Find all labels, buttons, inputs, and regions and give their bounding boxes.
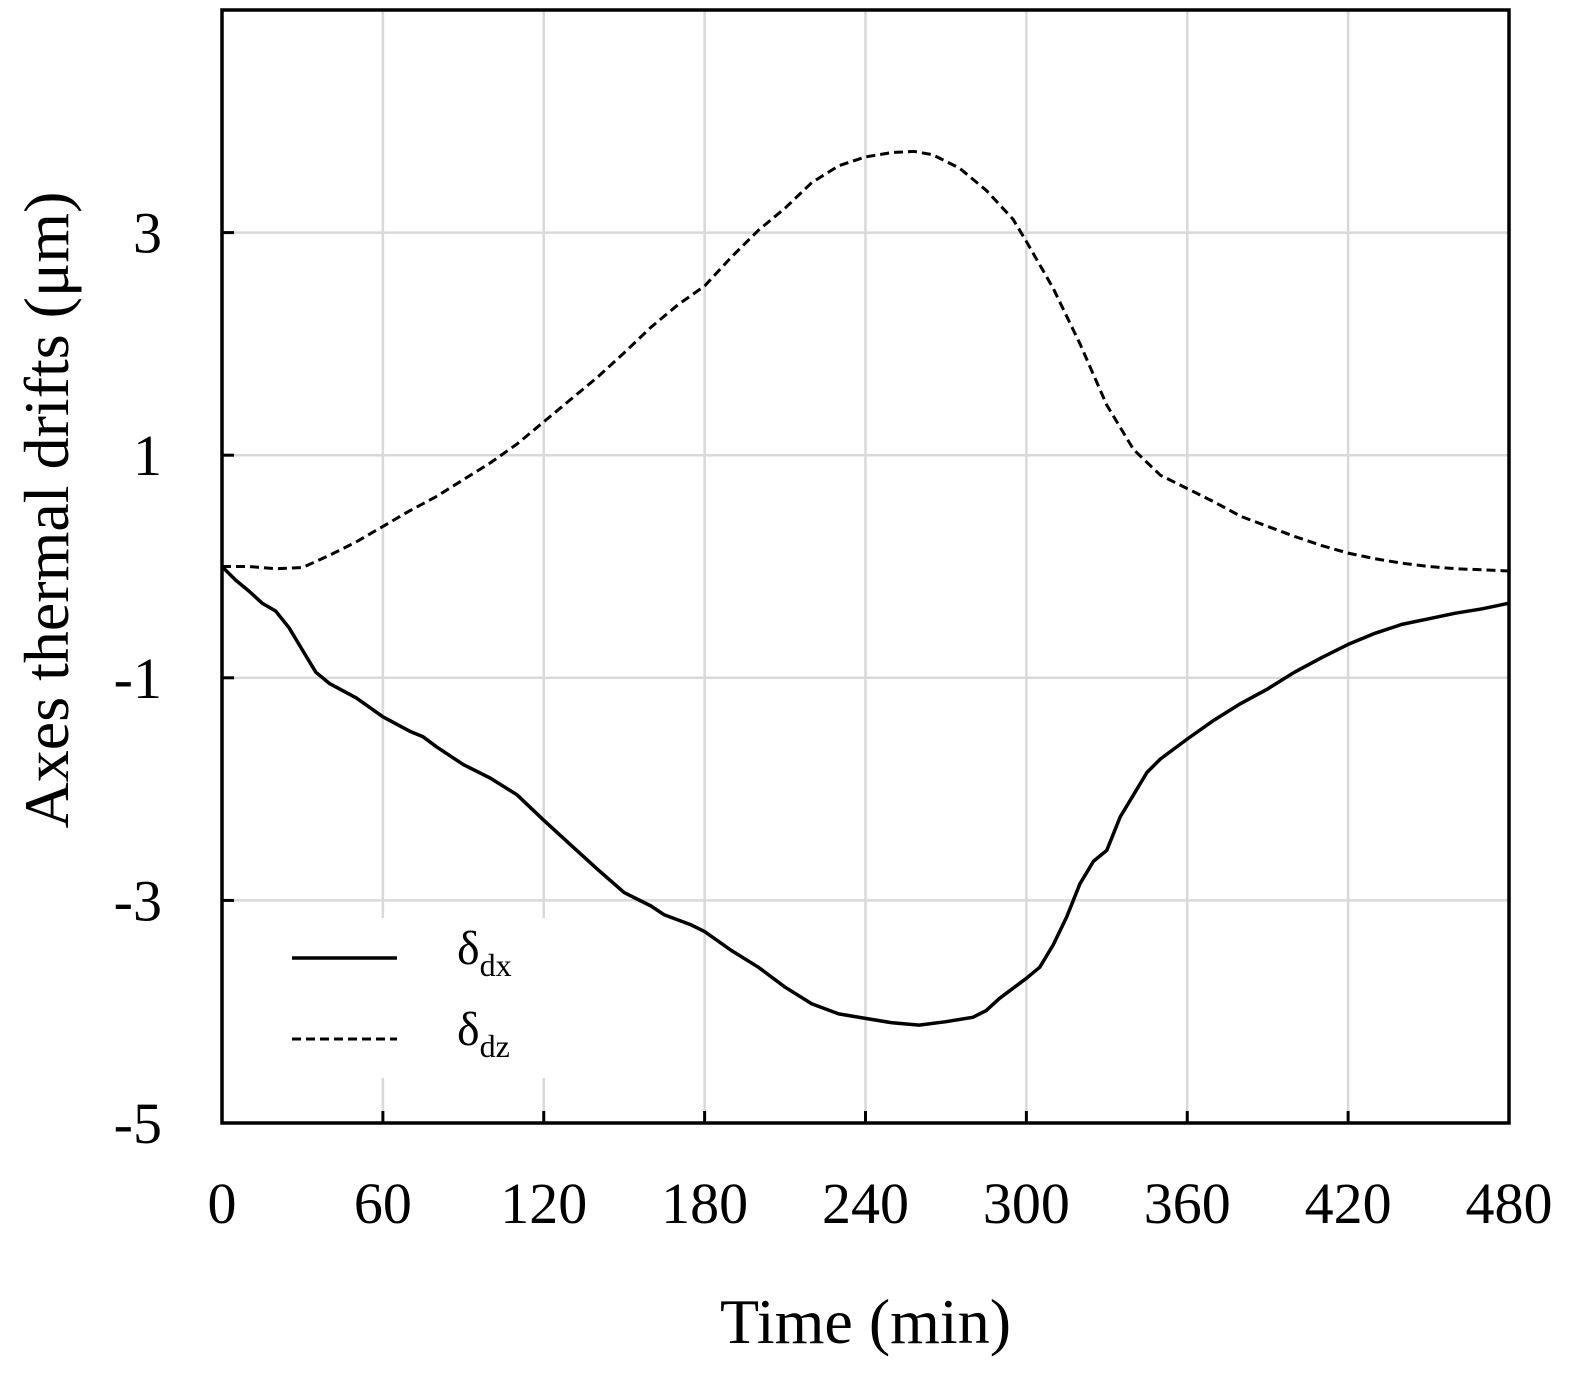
legend-background [262, 918, 562, 1078]
y-tick-label: -1 [114, 646, 162, 711]
x-tick-label: 0 [208, 1171, 237, 1236]
legend-subscript-dx: dx [480, 947, 512, 983]
x-tick-label: 60 [354, 1171, 412, 1236]
x-tick-label: 360 [1144, 1171, 1231, 1236]
x-tick-label: 480 [1466, 1171, 1553, 1236]
x-tick-label: 180 [661, 1171, 748, 1236]
x-tick-label: 300 [983, 1171, 1070, 1236]
series-line-dx [220, 565, 1510, 1027]
legend-label-dz: δdz [457, 1003, 510, 1064]
y-tick-label: 3 [133, 201, 162, 266]
y-tick-label: -5 [114, 1091, 162, 1156]
y-tick-label: -3 [114, 868, 162, 933]
y-tick-labels: -5 -3 -1 1 3 [114, 201, 162, 1156]
x-tick-labels: 0 60 120 180 240 300 360 420 480 [208, 1171, 1553, 1236]
legend-symbol-dz: δ [457, 1003, 480, 1056]
legend-subscript-dz: dz [480, 1028, 510, 1064]
x-tick-label: 420 [1305, 1171, 1392, 1236]
x-axis-title: Time (min) [720, 1286, 1011, 1357]
legend-label-dx: δdx [457, 922, 512, 983]
grid [222, 10, 1509, 1123]
legend-symbol-dx: δ [457, 922, 480, 975]
x-tick-label: 120 [500, 1171, 587, 1236]
x-tick-label: 240 [822, 1171, 909, 1236]
legend: δdx δdz [262, 918, 562, 1078]
y-tick-label: 1 [133, 423, 162, 488]
series-lines [220, 149, 1510, 1027]
tick-marks [220, 231, 1511, 1125]
y-axis-title: Axes thermal drifts (μm) [11, 192, 82, 829]
